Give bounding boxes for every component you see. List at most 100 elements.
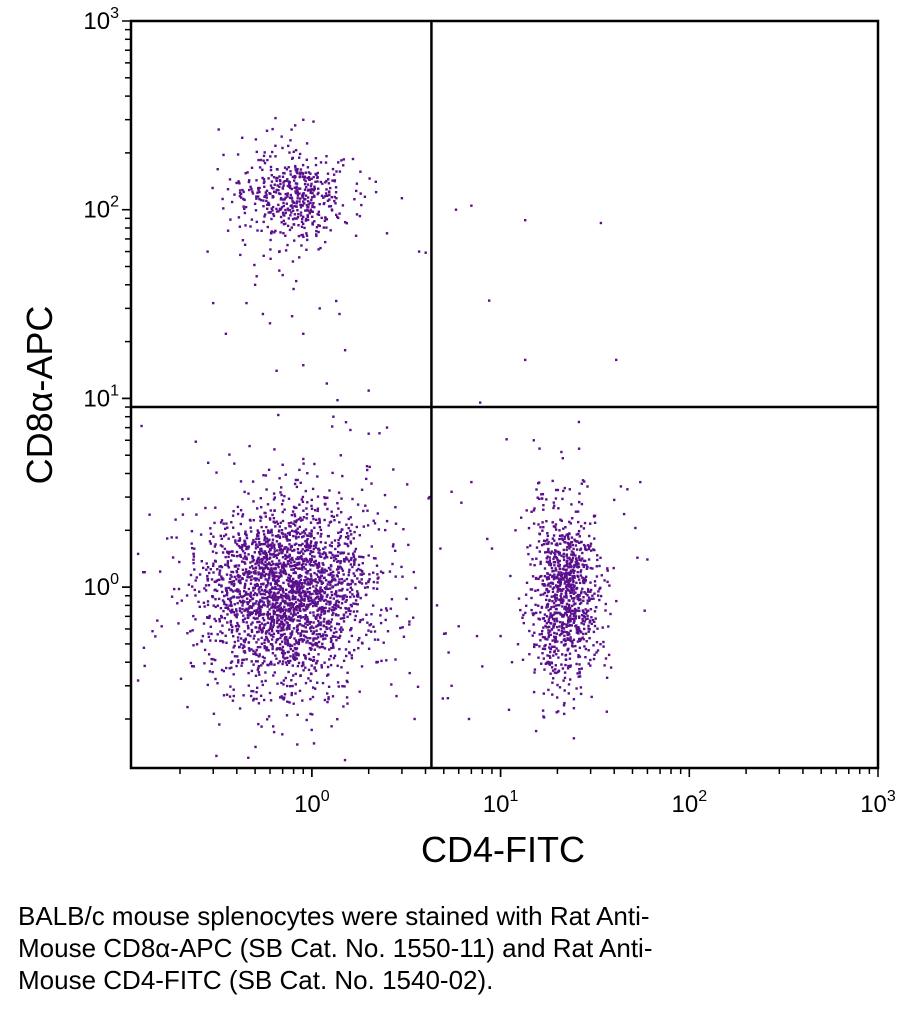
population-1-point (300, 601, 303, 605)
population-1-point (327, 697, 330, 701)
population-2-point (615, 599, 618, 603)
population-3-point (261, 176, 264, 180)
population-1-point (345, 543, 349, 546)
population-1-point (306, 538, 309, 541)
population-1-point (276, 564, 280, 567)
population-2-point (589, 664, 592, 667)
population-2-point (577, 675, 580, 678)
population-3-point (299, 206, 303, 209)
population-1-point (223, 617, 226, 620)
population-2-point (558, 529, 561, 532)
population-2-point (542, 692, 545, 695)
population-3-point (266, 225, 269, 229)
population-1-point (259, 519, 262, 522)
population-1-point (337, 491, 341, 494)
population-1-point (268, 632, 271, 635)
population-2-point (591, 567, 594, 570)
population-2-point (566, 638, 570, 641)
population-1-point (204, 589, 208, 592)
population-1-point (258, 552, 262, 555)
population-1-point (252, 519, 255, 522)
population-3-point (307, 203, 310, 206)
population-2-point (534, 603, 537, 606)
population-2-point (567, 603, 571, 607)
population-1-point (292, 567, 295, 571)
population-2-point (554, 597, 557, 600)
population-2-point (562, 627, 566, 630)
population-1-point (154, 635, 157, 638)
population-2-point (549, 656, 552, 659)
population-2-point (534, 589, 537, 592)
population-1-point (295, 519, 298, 522)
population-3-point (282, 204, 285, 208)
population-3-point (317, 224, 320, 227)
population-1-point (309, 637, 312, 640)
population-1-point (319, 535, 322, 538)
population-1-point (260, 582, 263, 586)
population-2-point (535, 557, 538, 560)
population-1-point (402, 635, 406, 638)
population-1-point (280, 681, 283, 685)
population-3-point (308, 188, 311, 191)
population-1-point (231, 590, 235, 593)
population-1-point (277, 618, 281, 622)
population-1-point (336, 554, 340, 557)
population-1-point (346, 544, 350, 548)
population-1-point (339, 617, 343, 620)
population-1-point (304, 567, 307, 571)
sparse-point (467, 717, 471, 721)
population-3-point (296, 209, 299, 212)
population-2-point (595, 575, 599, 578)
population-3-point (217, 128, 220, 131)
population-1-point (291, 664, 294, 667)
population-3-point (303, 176, 306, 179)
population-1-point (341, 685, 344, 688)
population-2-point (551, 537, 555, 540)
population-1-point (260, 605, 263, 609)
population-1-point (278, 575, 281, 578)
population-1-point (280, 544, 283, 547)
population-1-point (301, 568, 304, 571)
population-1-point (255, 537, 258, 541)
population-1-point (352, 537, 355, 540)
population-3-point (288, 184, 292, 188)
population-3-point (307, 171, 311, 174)
population-3-point (335, 170, 338, 173)
population-1-point (295, 530, 298, 533)
population-1-point (294, 520, 298, 524)
population-2-point (531, 634, 534, 637)
population-1-point (175, 536, 178, 539)
population-2-point (576, 609, 579, 612)
population-2-point (547, 634, 551, 637)
population-3-point (316, 213, 319, 216)
population-3-point (226, 188, 230, 191)
population-2-point (541, 493, 545, 496)
population-1-point (271, 645, 274, 648)
population-3-point (276, 184, 279, 187)
population-2-point (556, 683, 559, 687)
population-1-point (250, 648, 253, 651)
population-1-point (234, 539, 237, 542)
population-1-point (279, 611, 282, 614)
population-1-point (336, 399, 339, 402)
population-1-point (232, 535, 235, 539)
population-2-point (558, 567, 561, 571)
sparse-point (532, 439, 535, 442)
population-2-point (575, 631, 579, 634)
population-3-point (295, 200, 299, 203)
population-1-point (299, 605, 302, 608)
population-1-point (326, 587, 330, 591)
population-1-point (320, 574, 323, 577)
population-3-point (230, 200, 234, 204)
population-2-point (570, 644, 574, 647)
population-1-point (283, 564, 286, 567)
population-3-point (314, 157, 318, 160)
population-2-point (559, 594, 562, 598)
population-3-point (259, 198, 263, 202)
population-1-point (366, 586, 369, 589)
population-1-point (290, 693, 293, 697)
population-1-point (288, 543, 291, 546)
population-1-point (376, 573, 379, 576)
population-1-point (272, 725, 275, 728)
population-1-point (327, 685, 331, 688)
